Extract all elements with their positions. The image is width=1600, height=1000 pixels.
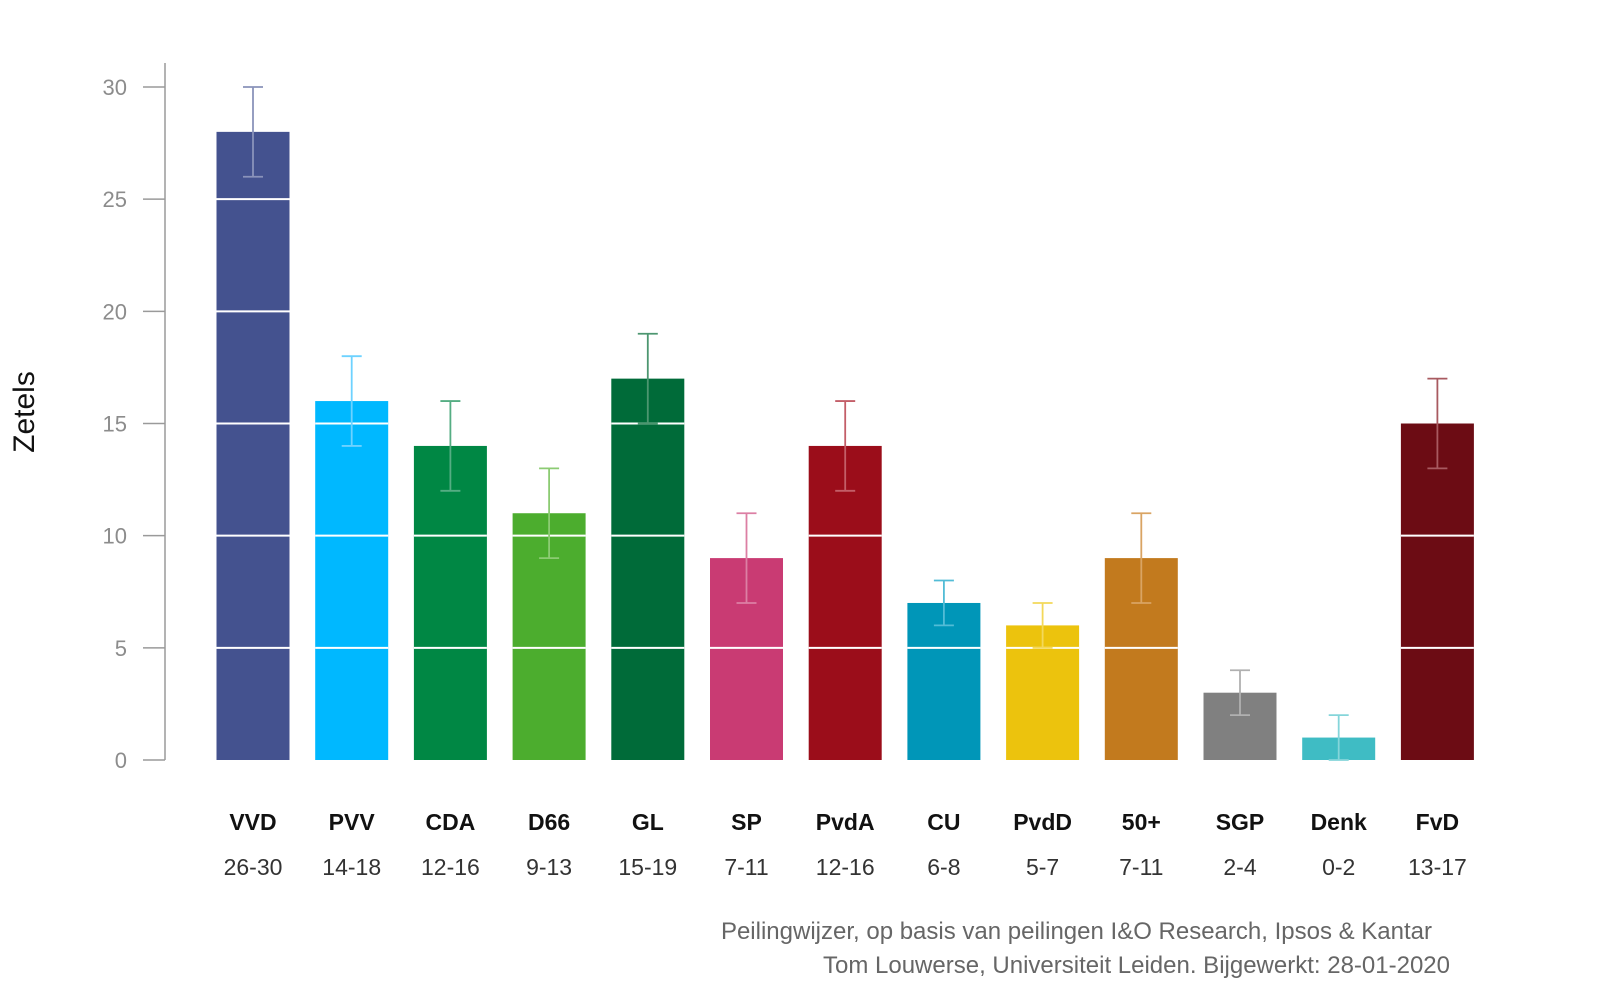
bar-pvda (808, 445, 882, 760)
x-tick-label: Denk (1311, 809, 1367, 835)
error-bar (539, 467, 560, 559)
x-tick-label: PvdA (816, 809, 875, 835)
seat-range-label: 2-4 (1223, 854, 1256, 880)
error-bar (1427, 377, 1448, 470)
x-tick-label: GL (632, 809, 664, 835)
error-bar (1230, 669, 1250, 717)
bar-pvv (315, 401, 389, 760)
error-bar (243, 86, 263, 178)
x-tick-label: PvdD (1013, 809, 1072, 835)
y-tick-label: 25 (103, 187, 127, 212)
x-tick-label: CDA (425, 809, 475, 835)
seat-range-label: 6-8 (927, 854, 960, 880)
bar-cu (907, 602, 981, 760)
bar-fvd (1400, 423, 1474, 760)
seat-range-label: 7-11 (1119, 854, 1163, 880)
x-tick-label: SP (731, 809, 762, 835)
error-bar (1032, 602, 1053, 649)
x-tick-label: 50+ (1122, 809, 1161, 835)
error-bar (835, 400, 856, 492)
seat-range-label: 13-17 (1408, 854, 1467, 880)
error-bar (1131, 512, 1152, 604)
seat-range-label: 15-19 (618, 854, 677, 880)
y-tick-label: 15 (103, 412, 127, 437)
seat-range-label: 26-30 (224, 854, 283, 880)
x-tick-label: PVV (329, 809, 376, 835)
y-axis-label: Zetels (8, 371, 41, 453)
error-bar (440, 400, 461, 492)
error-bar (736, 512, 757, 604)
seat-range-label: 0-2 (1322, 854, 1355, 880)
error-bar (1328, 714, 1349, 761)
bar-gl (611, 378, 685, 760)
y-tick-label: 0 (115, 748, 127, 773)
source-line-1: Peilingwijzer, op basis van peilingen I&… (720, 918, 1432, 945)
y-tick-label: 10 (103, 524, 127, 549)
seat-range-label: 5-7 (1026, 854, 1059, 880)
y-tick-label: 30 (103, 75, 127, 100)
y-axis: 0 5 10 15 20 25 30 (103, 63, 166, 773)
x-tick-label: D66 (528, 809, 570, 835)
y-tick-label: 20 (103, 299, 127, 324)
seat-range-label: 9-13 (526, 854, 572, 880)
x-labels: VVD 26-30 PVV 14-18 CDA 12-16 D66 9-13 GL 15-19 SP… (224, 809, 1467, 880)
x-tick-label: VVD (229, 809, 276, 835)
error-bar (933, 579, 954, 627)
y-tick-label: 5 (115, 636, 127, 661)
seat-range-label: 12-16 (816, 854, 875, 880)
seat-range-label: 12-16 (421, 854, 480, 880)
seat-range-label: 14-18 (322, 854, 381, 880)
error-bars (243, 86, 1448, 761)
x-tick-label: CU (927, 809, 960, 835)
error-bar (637, 332, 658, 425)
error-bar (341, 355, 362, 447)
seat-range-label: 7-11 (724, 854, 768, 880)
bar-cda (413, 445, 487, 760)
x-tick-label: FvD (1416, 809, 1459, 835)
source-line-2: Tom Louwerse, Universiteit Leiden. Bijge… (823, 952, 1450, 979)
x-tick-label: SGP (1216, 809, 1265, 835)
bar-vvd (216, 131, 290, 760)
